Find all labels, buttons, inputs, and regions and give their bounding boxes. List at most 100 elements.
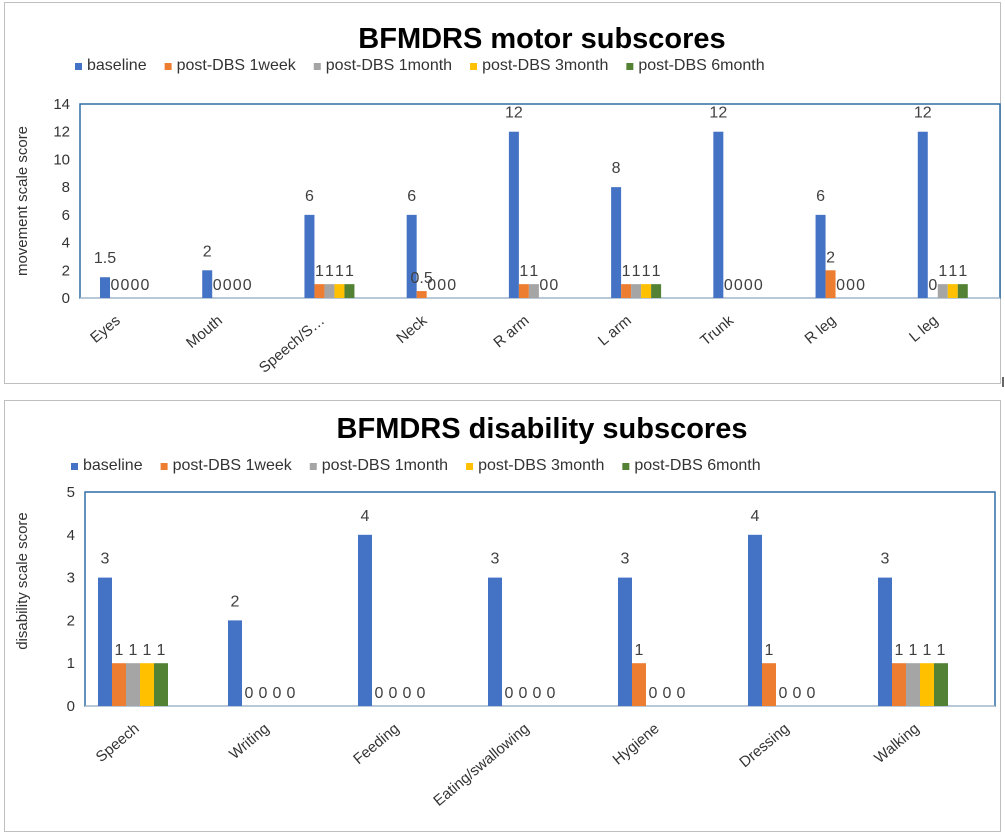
data-label: 1	[632, 263, 641, 280]
bar	[892, 663, 906, 706]
data-label: 0	[141, 277, 150, 294]
data-label: 0	[649, 685, 658, 702]
legend: baseline post-DBS 1week post-DBS 1month pos…	[71, 457, 761, 474]
legend-swatch	[470, 63, 478, 70]
data-label: 0	[549, 277, 558, 294]
category-group: 81 1 1 1	[611, 160, 662, 298]
data-label: 2	[231, 593, 240, 610]
legend-swatch	[309, 463, 317, 470]
data-label: 0	[111, 277, 120, 294]
data-label: 6	[305, 188, 314, 205]
data-label: 1	[335, 263, 344, 280]
category-group: 30 0 0 0	[488, 551, 556, 706]
x-tick-label: Speech/S…	[256, 312, 328, 376]
y-tick-label: 10	[53, 151, 70, 168]
data-label: 0	[724, 277, 733, 294]
disability-chart: BFMDRS disability subscores baseline post-…	[14, 413, 996, 810]
bar	[906, 663, 920, 706]
x-tick-label: Walking	[871, 720, 922, 767]
data-label: 0	[677, 685, 686, 702]
data-label: 3	[491, 551, 500, 568]
x-tick-label: Eyes	[87, 312, 123, 346]
bar	[934, 663, 948, 706]
data-label: 0	[375, 685, 384, 702]
data-label: 6	[407, 188, 416, 205]
x-tick-label: R arm	[490, 312, 532, 351]
data-label: 0	[121, 277, 130, 294]
bar	[416, 291, 427, 298]
legend-swatch	[466, 463, 474, 470]
legend-label: baseline	[83, 457, 143, 474]
y-tick-label: 8	[62, 179, 70, 196]
data-label: 1	[923, 642, 932, 659]
x-tick-label: R leg	[801, 312, 839, 348]
bar	[651, 284, 662, 298]
bar	[611, 187, 622, 298]
bar	[957, 284, 968, 298]
y-tick-label: 3	[67, 570, 75, 587]
data-label: 1	[529, 263, 538, 280]
category-group: 120 0 0 0	[709, 105, 763, 298]
data-label: 3	[101, 551, 110, 568]
bar	[937, 284, 948, 298]
data-label: 0	[807, 685, 816, 702]
legend-swatch	[160, 463, 168, 470]
legend-label: post-DBS 3month	[478, 457, 604, 474]
x-tick-label: Speech	[93, 720, 143, 766]
legend-label: post-DBS 1week	[177, 57, 297, 74]
data-label: 12	[505, 105, 523, 122]
y-tick-label: 0	[67, 698, 75, 715]
y-tick-label: 6	[62, 207, 70, 224]
y-tick-label: 12	[53, 124, 70, 141]
data-label: 0.5	[411, 270, 433, 287]
data-label: 1	[143, 642, 152, 659]
legend-label: post-DBS 1week	[173, 457, 293, 474]
bar	[748, 534, 762, 706]
category-group: 620 0 0	[815, 188, 865, 298]
data-label: 0	[754, 277, 763, 294]
plot-area	[84, 491, 996, 707]
category-group: 61 1 1 1	[304, 188, 355, 298]
bar	[140, 663, 154, 706]
bar	[304, 214, 315, 298]
x-tick-label: Writing	[226, 720, 272, 763]
legend-swatch	[313, 63, 321, 70]
bar	[518, 284, 529, 298]
y-tick-label: 2	[67, 612, 75, 629]
data-label: 0	[793, 685, 802, 702]
data-label: 0	[779, 685, 788, 702]
category-group: 410 0 0	[748, 508, 816, 706]
legend-label: post-DBS 1month	[326, 57, 452, 74]
legend-swatch	[626, 63, 634, 70]
motor-chart: BFMDRS motor subscores baseline post-DBS 1…	[14, 23, 1001, 377]
data-label: 0	[519, 685, 528, 702]
bar	[878, 577, 892, 706]
legend-label: post-DBS 1month	[322, 457, 448, 474]
bar	[528, 284, 539, 298]
x-tick-label: Mouth	[183, 312, 226, 352]
data-label: 3	[621, 551, 630, 568]
y-axis-title: movement scale score	[14, 126, 31, 276]
bar	[632, 663, 646, 706]
data-label: 0	[734, 277, 743, 294]
bar	[947, 284, 958, 298]
legend: baseline post-DBS 1week post-DBS 1month pos…	[75, 57, 765, 74]
x-tick-label: Feeding	[350, 720, 402, 768]
data-label: 0	[245, 685, 254, 702]
data-label: 0	[856, 277, 865, 294]
data-label: 1	[895, 642, 904, 659]
bar	[228, 620, 242, 706]
x-tick-label: Eating/swallowing	[430, 720, 532, 810]
category-group: 20 0 0 0	[202, 243, 252, 298]
plot-area	[79, 103, 1001, 299]
data-label: 1	[937, 642, 946, 659]
legend-swatch	[164, 63, 172, 70]
x-tick-label: Neck	[393, 312, 430, 347]
motor-chart-panel: BFMDRS motor subscores baseline post-DBS 1…	[4, 2, 1004, 387]
data-label: 1	[622, 263, 631, 280]
data-label: 0	[836, 277, 845, 294]
bar	[98, 577, 112, 706]
category-group: 20 0 0 0	[228, 593, 296, 706]
data-label: 12	[709, 105, 727, 122]
